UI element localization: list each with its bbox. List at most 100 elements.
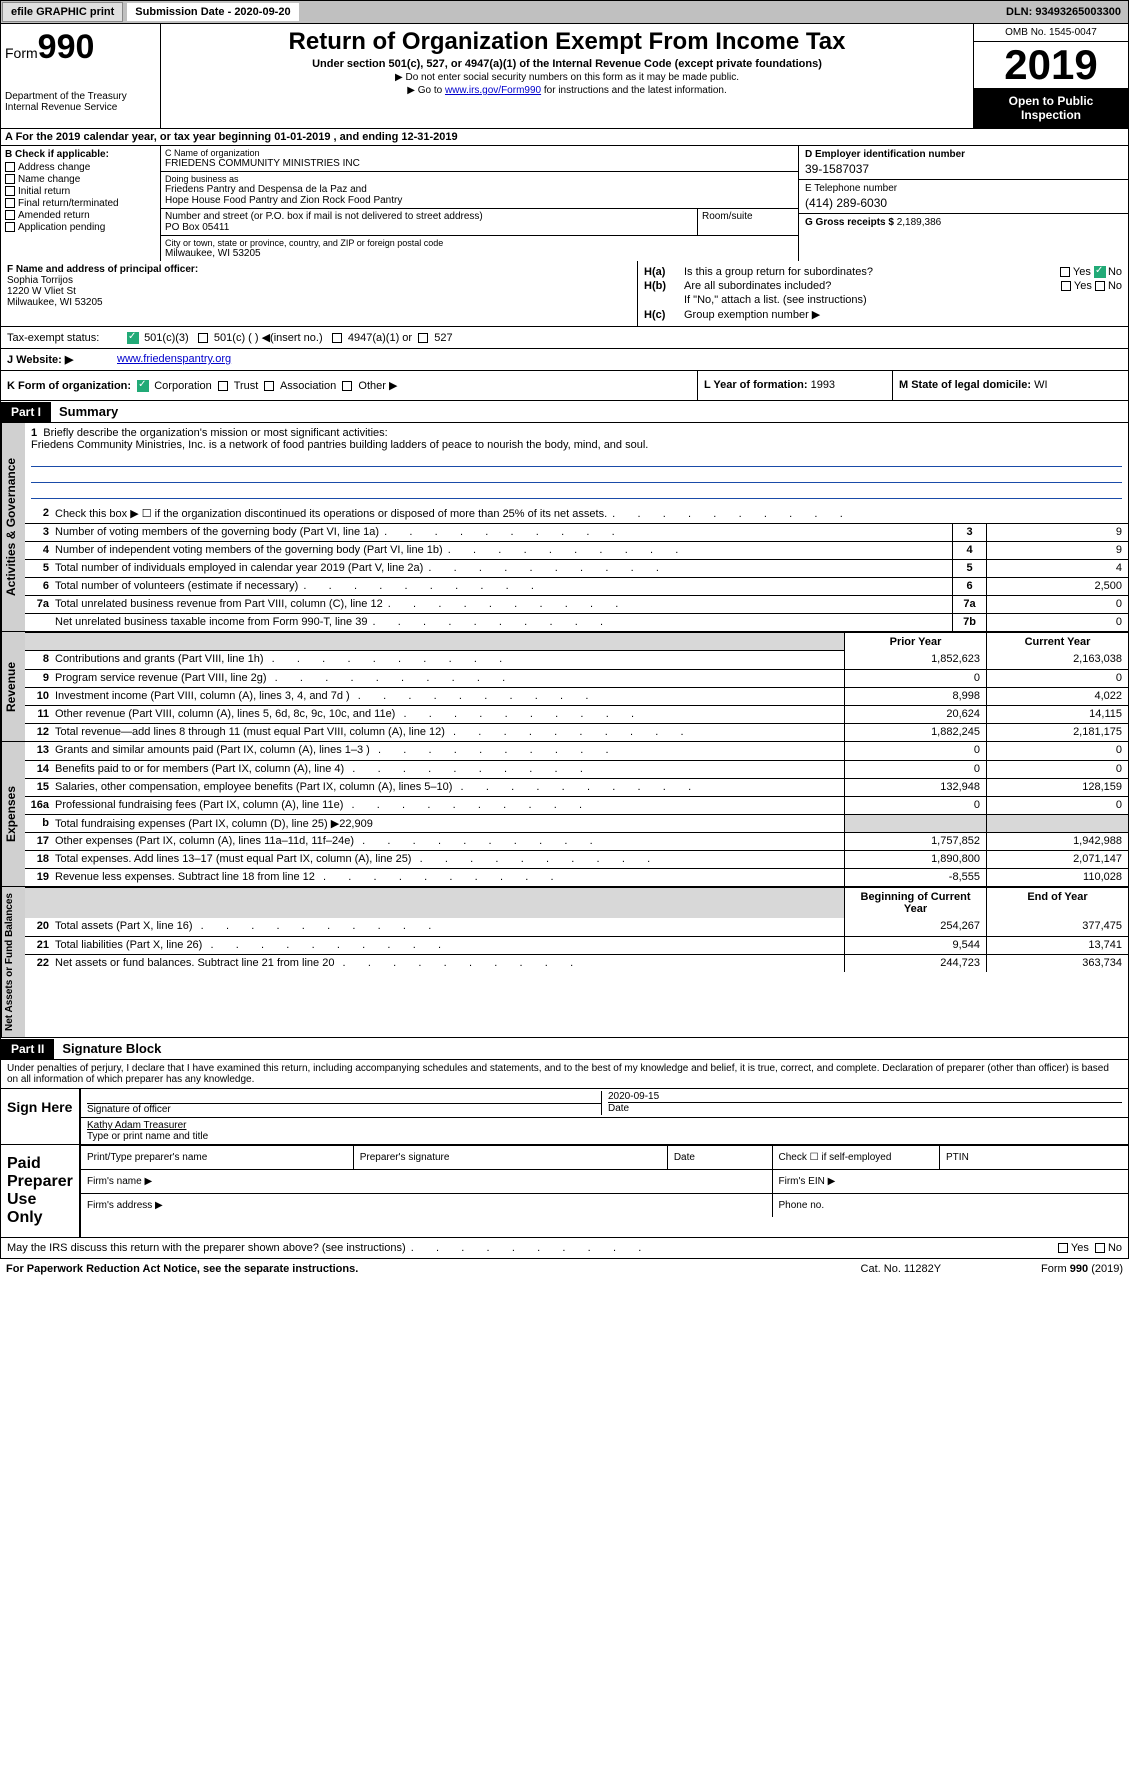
form-assoc[interactable]: Association [264,380,336,392]
data-row: 14Benefits paid to or for members (Part … [25,760,1128,778]
status-label: Tax-exempt status: [7,332,127,344]
officer-addr1: 1220 W Vliet St [7,286,631,297]
hb-yesno[interactable]: Yes No [1061,280,1122,292]
irs-link[interactable]: www.irs.gov/Form990 [445,85,541,96]
firm-phone-label: Phone no. [772,1194,1128,1218]
prep-name-label: Print/Type preparer's name [81,1146,353,1170]
rev-side-label: Revenue [1,632,25,741]
hb-note: If "No," attach a list. (see instruction… [684,294,1122,306]
part-ii-badge: Part II [1,1039,54,1059]
dba-label: Doing business as [165,174,794,184]
signature-block: Under penalties of perjury, I declare th… [0,1060,1129,1238]
room-label: Room/suite [702,211,794,222]
self-employed-check[interactable]: Check ☐ if self-employed [772,1146,940,1170]
firm-ein-label: Firm's EIN ▶ [772,1170,1128,1194]
check-amended[interactable]: Amended return [5,210,156,221]
balances-section: Net Assets or Fund Balances Beginning of… [0,887,1129,1038]
governance-section: Activities & Governance 1 Briefly descri… [0,423,1129,632]
gross-receipts-label: G Gross receipts $ [805,217,894,228]
data-row: 18Total expenses. Add lines 13–17 (must … [25,850,1128,868]
hc-text: Group exemption number ▶ [684,308,1122,321]
form-other[interactable]: Other ▶ [342,380,397,392]
data-row: 20Total assets (Part X, line 16) 254,267… [25,918,1128,936]
mission-text: Friedens Community Ministries, Inc. is a… [31,439,648,451]
gov-row: 2Check this box ▶ ☐ if the organization … [25,505,1128,523]
gov-row: 6Total number of volunteers (estimate if… [25,577,1128,595]
officer-addr2: Milwaukee, WI 53205 [7,297,631,308]
ha-label: H(a) [644,266,684,278]
form-title: Return of Organization Exempt From Incom… [169,28,965,56]
data-row: 16aProfessional fundraising fees (Part I… [25,796,1128,814]
check-final-return[interactable]: Final return/terminated [5,198,156,209]
preparer-table: Print/Type preparer's name Preparer's si… [81,1145,1128,1217]
form-trust[interactable]: Trust [218,380,259,392]
status-527[interactable]: 527 [418,332,452,344]
check-application-pending[interactable]: Application pending [5,222,156,233]
org-form-row: K Form of organization: Corporation Trus… [0,371,1129,401]
gov-row: Net unrelated business taxable income fr… [25,613,1128,631]
officer-label: F Name and address of principal officer: [7,264,631,275]
tax-status-row: Tax-exempt status: 501(c)(3) 501(c) ( ) … [0,327,1129,349]
check-initial-return[interactable]: Initial return [5,186,156,197]
efile-print-button[interactable]: efile GRAPHIC print [2,2,123,22]
phone-label: E Telephone number [805,183,1122,194]
year-formation-label: L Year of formation: [704,379,808,391]
officer-group-row: F Name and address of principal officer:… [0,261,1129,327]
phone-value: (414) 289-6030 [805,196,1122,210]
part-i-header: Part I Summary [0,401,1129,423]
part-i-badge: Part I [1,402,51,422]
data-row: 13Grants and similar amounts paid (Part … [25,742,1128,760]
prior-year-hdr: Prior Year [844,633,986,651]
discuss-yesno[interactable]: Yes No [1058,1242,1122,1254]
box-b-label: B Check if applicable: [5,149,156,160]
top-bar: efile GRAPHIC print Submission Date - 20… [0,0,1129,24]
firm-name-label: Firm's name ▶ [81,1170,772,1194]
current-year-hdr: Current Year [986,633,1128,651]
cat-number: Cat. No. 11282Y [861,1263,942,1275]
form-header: Form990 Department of the Treasury Inter… [0,24,1129,129]
prep-date-label: Date [667,1146,772,1170]
ha-yesno[interactable]: Yes No [1060,266,1122,278]
expenses-section: Expenses 13Grants and similar amounts pa… [0,742,1129,887]
website-link[interactable]: www.friedenspantry.org [117,353,231,366]
form-footer: Form 990 (2019) [1041,1263,1123,1275]
bal-side-label: Net Assets or Fund Balances [1,887,25,1037]
data-row: 21Total liabilities (Part X, line 26) 9,… [25,936,1128,954]
ptin-label: PTIN [940,1146,1128,1170]
check-address-change[interactable]: Address change [5,162,156,173]
status-501c[interactable]: 501(c) ( ) ◀(insert no.) [198,331,323,344]
submission-date: Submission Date - 2020-09-20 [127,3,298,21]
city-value: Milwaukee, WI 53205 [165,248,794,259]
tax-period: A For the 2019 calendar year, or tax yea… [0,129,1129,146]
officer-name: Sophia Torrijos [7,275,631,286]
perjury-statement: Under penalties of perjury, I declare th… [1,1060,1128,1088]
status-501c3[interactable]: 501(c)(3) [127,332,189,344]
gov-row: 4Number of independent voting members of… [25,541,1128,559]
hb-text: Are all subordinates included? [684,280,1061,292]
sig-date-label: Date [608,1102,1122,1114]
gov-row: 5Total number of individuals employed in… [25,559,1128,577]
paperwork-notice: For Paperwork Reduction Act Notice, see … [6,1263,861,1275]
sign-here-label: Sign Here [1,1089,81,1144]
part-ii-title: Signature Block [54,1038,169,1059]
inspection-badge: Open to Public Inspection [974,88,1128,128]
city-label: City or town, state or province, country… [165,238,794,248]
discuss-row: May the IRS discuss this return with the… [0,1238,1129,1259]
data-row: 19Revenue less expenses. Subtract line 1… [25,868,1128,886]
year-formation-value: 1993 [811,379,835,391]
ssn-note: ▶ Do not enter social security numbers o… [169,72,965,83]
ein-label: D Employer identification number [805,149,1122,160]
form-corp[interactable]: Corporation [137,380,212,392]
data-row: 11Other revenue (Part VIII, column (A), … [25,705,1128,723]
part-i-title: Summary [51,401,126,422]
mission-label: Briefly describe the organization's miss… [43,427,387,439]
website-label: J Website: ▶ [7,353,117,366]
status-4947[interactable]: 4947(a)(1) or [332,332,412,344]
instructions-note: ▶ Go to www.irs.gov/Form990 for instruct… [169,85,965,96]
sig-officer-label: Signature of officer [87,1104,171,1115]
check-name-change[interactable]: Name change [5,174,156,185]
form-subtitle: Under section 501(c), 527, or 4947(a)(1)… [169,58,965,70]
department-label: Department of the Treasury Internal Reve… [5,91,156,113]
dba-value: Friedens Pantry and Despensa de la Paz a… [165,184,794,206]
footer-final: For Paperwork Reduction Act Notice, see … [0,1259,1129,1279]
